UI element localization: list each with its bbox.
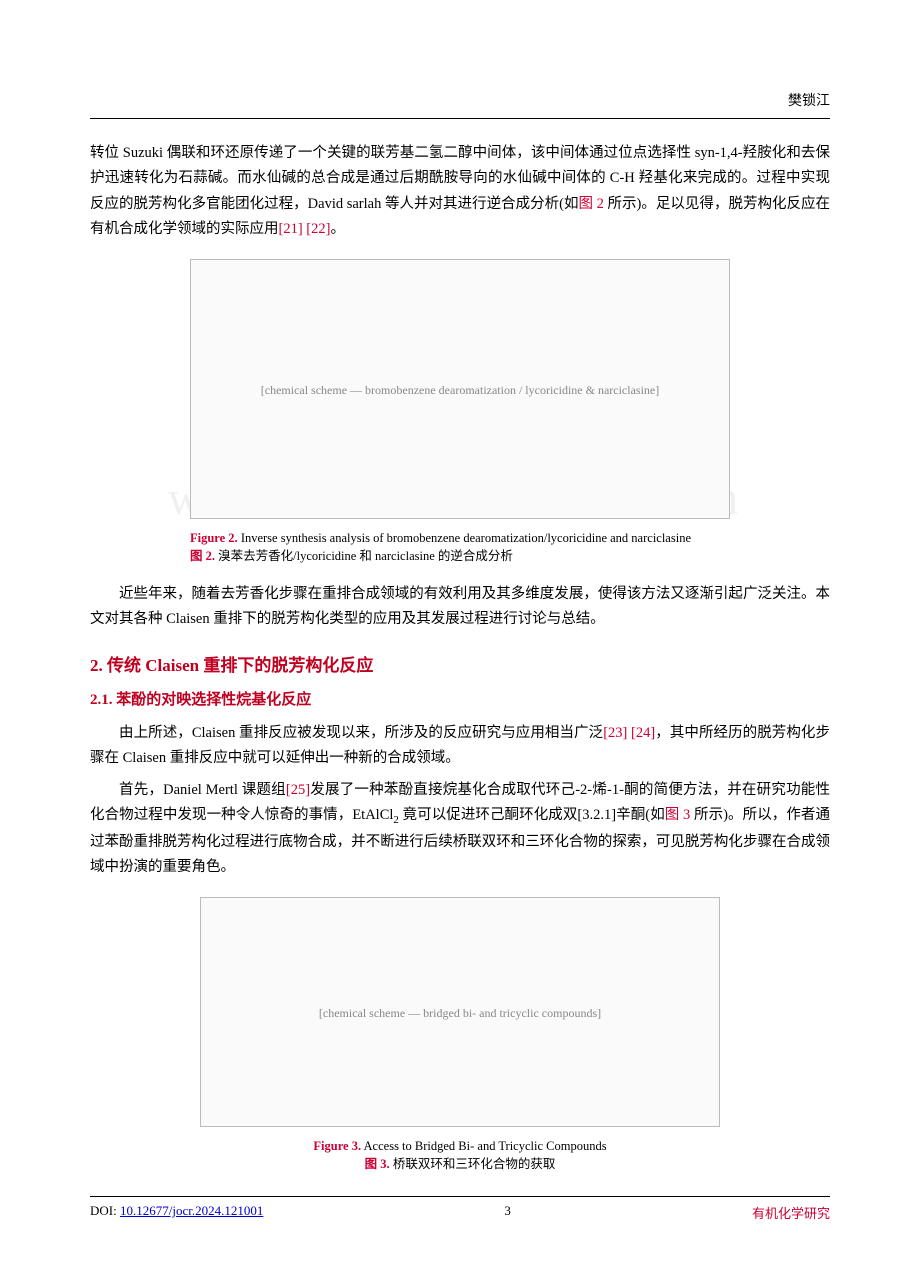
p1-citations[interactable]: [21] [22] — [279, 221, 331, 237]
page-container: 樊锁江 转位 Suzuki 偶联和环还原传递了一个关键的联芳基二氢二醇中间体，该… — [0, 0, 920, 1262]
doi-link[interactable]: 10.12677/jocr.2024.121001 — [120, 1203, 263, 1218]
p3a-citations[interactable]: [23] [24] — [603, 725, 655, 741]
figure-2-caption: Figure 2. Inverse synthesis analysis of … — [190, 529, 730, 567]
header-rule — [90, 118, 830, 119]
paragraph-1: 转位 Suzuki 偶联和环还原传递了一个关键的联芳基二氢二醇中间体，该中间体通… — [90, 141, 830, 243]
footer-page-number: 3 — [504, 1203, 511, 1222]
fig2-en-label: Figure 2. — [190, 531, 238, 545]
heading-2: 2. 传统 Claisen 重排下的脱芳构化反应 — [90, 651, 830, 676]
fig3-en-label: Figure 3. — [313, 1139, 361, 1153]
fig2-cn-text: 溴苯去芳香化/lycoricidine 和 narciclasine 的逆合成分… — [215, 549, 513, 563]
fig2-cn-label: 图 2. — [190, 549, 215, 563]
p3b-body2: 竟可以促进环己酮环化成双[3.2.1]辛酮(如 — [399, 807, 665, 823]
p3b-citation[interactable]: [25] — [286, 782, 310, 798]
fig3-cn-label: 图 3. — [365, 1157, 390, 1171]
fig2-en-text: Inverse synthesis analysis of bromobenze… — [238, 531, 691, 545]
figure-2-box: [chemical scheme — bromobenzene dearomat… — [90, 259, 830, 519]
paragraph-2: 近些年来，随着去芳香化步骤在重排合成领域的有效利用及其多维度发展，使得该方法又逐… — [90, 582, 830, 633]
doi-prefix: DOI: — [90, 1203, 120, 1218]
figure-3-caption: Figure 3. Access to Bridged Bi- and Tric… — [200, 1137, 720, 1175]
p3a-text: 由上所述，Claisen 重排反应被发现以来，所涉及的反应研究与应用相当广泛 — [119, 725, 603, 741]
paragraph-3a: 由上所述，Claisen 重排反应被发现以来，所涉及的反应研究与应用相当广泛[2… — [90, 721, 830, 772]
fig3-ref-inline[interactable]: 图 3 — [665, 807, 691, 823]
footer-doi-block: DOI: 10.12677/jocr.2024.121001 — [90, 1203, 263, 1222]
fig2-ref-inline[interactable]: 图 2 — [578, 196, 603, 212]
header-author: 樊锁江 — [90, 90, 830, 110]
p1-end: 。 — [330, 221, 345, 237]
figure-3-image: [chemical scheme — bridged bi- and tricy… — [200, 897, 720, 1127]
footer-journal: 有机化学研究 — [752, 1203, 830, 1222]
figure-3-box: [chemical scheme — bridged bi- and tricy… — [90, 897, 830, 1127]
p3b-lead: 首先，Daniel Mertl 课题组 — [119, 782, 286, 798]
heading-2-1: 2.1. 苯酚的对映选择性烷基化反应 — [90, 688, 830, 709]
fig3-cn-text: 桥联双环和三环化合物的获取 — [390, 1157, 556, 1171]
footer: DOI: 10.12677/jocr.2024.121001 3 有机化学研究 — [90, 1196, 830, 1222]
paragraph-3b: 首先，Daniel Mertl 课题组[25]发展了一种苯酚直接烷基化合成取代环… — [90, 778, 830, 881]
figure-2-image: [chemical scheme — bromobenzene dearomat… — [190, 259, 730, 519]
fig3-en-text: Access to Bridged Bi- and Tricyclic Comp… — [361, 1139, 606, 1153]
